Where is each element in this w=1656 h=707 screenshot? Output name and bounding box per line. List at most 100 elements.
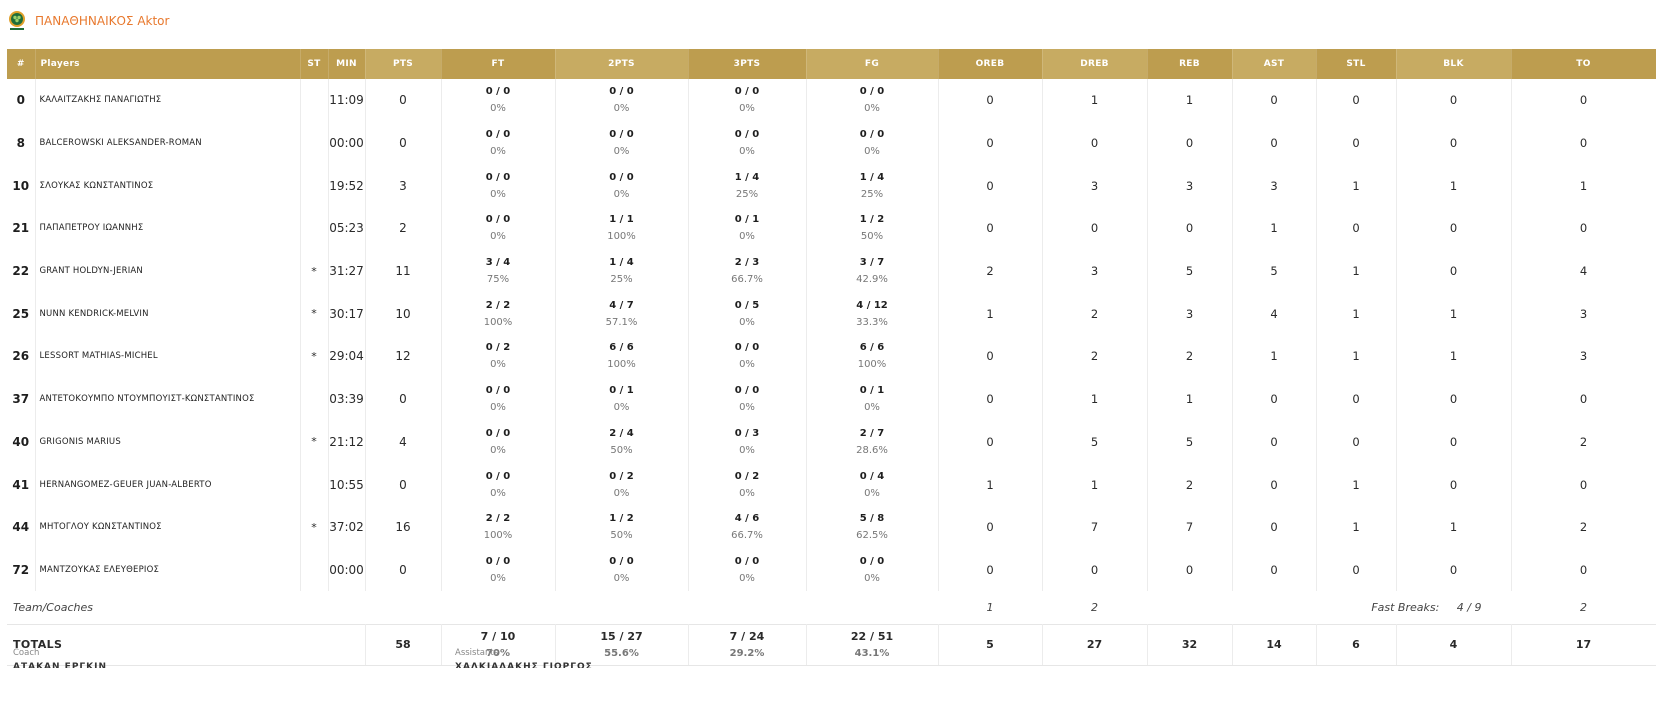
player-3pts: 0 / 0 0% [688,548,807,592]
player-stl: 1 [1316,335,1397,378]
starter-marker [300,164,329,208]
col-2pts[interactable]: 2PTS [555,49,689,79]
player-reb: 0 [1147,121,1233,165]
2pts-pct: 57.1% [605,316,638,328]
player-name[interactable]: ΑΝΤΕΤΟΚΟΥΜΠΟ ΝΤΟΥΜΠΟΥΙΣΤ-ΚΩΝΣΤΑΝΤΙΝΟΣ [35,377,301,421]
player-dreb: 1 [1042,463,1148,506]
team-name[interactable]: ΠΑΝΑΘΗΝΑΙΚΟΣ Aktor [35,14,170,28]
boxscore-table: # Players ST MIN PTS FT 2PTS 3PTS FG ORE… [7,49,1656,666]
player-name[interactable]: HERNANGOMEZ-GEUER JUAN-ALBERTO [35,463,301,506]
col-3pts[interactable]: 3PTS [688,49,807,79]
2pts-made: 0 / 0 [609,86,634,98]
player-dreb: 3 [1042,164,1148,208]
totals-3pts-made: 7 / 24 [729,629,765,643]
col-dreb[interactable]: DREB [1042,49,1148,79]
player-2pts: 0 / 2 0% [555,463,689,506]
player-number: 41 [7,463,36,506]
player-name[interactable]: BALCEROWSKI ALEKSANDER-ROMAN [35,121,301,165]
player-name[interactable]: ΠΑΠΑΠΕΤΡΟΥ ΙΩΑΝΝΗΣ [35,207,301,250]
player-dreb: 2 [1042,292,1148,336]
player-row: 0 ΚΑΛΑΙΤΖΑΚΗΣ ΠΑΝΑΓΙΩΤΗΣ 11:09 0 0 / 0 0%… [7,79,1656,122]
col-starter[interactable]: ST [300,49,329,79]
player-stl: 1 [1316,249,1397,293]
ft-made: 0 / 0 [485,171,511,183]
player-blk: 1 [1396,292,1512,336]
player-dreb: 1 [1042,79,1148,122]
col-to[interactable]: TO [1511,49,1656,79]
player-fg: 5 / 8 62.5% [806,505,939,549]
player-minutes: 37:02 [328,505,366,549]
col-oreb[interactable]: OREB [938,49,1043,79]
player-blk: 1 [1396,505,1512,549]
player-dreb: 0 [1042,548,1148,592]
totals-3pts: 7 / 24 29.2% [688,623,807,666]
player-minutes: 10:55 [328,463,366,506]
col-fg[interactable]: FG [806,49,939,79]
clover-icon [7,10,27,32]
col-ast[interactable]: AST [1232,49,1317,79]
player-ft: 3 / 4 75% [441,249,556,293]
player-to: 0 [1511,463,1656,506]
player-ft: 0 / 2 0% [441,335,556,378]
player-stl: 0 [1316,377,1397,421]
ft-made: 0 / 0 [485,385,511,397]
player-blk: 0 [1396,463,1512,506]
ft-made: 2 / 2 [485,513,511,525]
player-2pts: 1 / 2 50% [555,505,689,549]
fg-made: 1 / 2 [859,214,885,226]
player-oreb: 0 [938,505,1043,549]
player-name[interactable]: GRANT HOLDYN-JERIAN [35,249,301,293]
starter-marker [300,207,329,250]
starter-marker [300,79,329,122]
3pts-pct: 0% [739,487,755,499]
player-points: 3 [365,164,442,208]
totals-row: TOTALS 58 7 / 10 70% 15 / 27 55.6% 7 / 24 2… [7,623,1656,666]
player-name[interactable]: ΜΗΤΟΓΛΟΥ ΚΩΝΣΤΑΝΤΙΝΟΣ [35,505,301,549]
player-points: 11 [365,249,442,293]
starter-marker: * [300,420,329,464]
player-ast: 3 [1232,164,1317,208]
player-3pts: 0 / 0 0% [688,377,807,421]
fg-pct: 28.6% [856,444,888,456]
player-reb: 0 [1147,548,1233,592]
2pts-made: 1 / 4 [609,257,634,269]
player-name[interactable]: ΜΑΝΤΖΟΥΚΑΣ ΕΛΕΥΘΕΡΙΟΣ [35,548,301,592]
col-minutes[interactable]: MIN [328,49,366,79]
col-blk[interactable]: BLK [1396,49,1512,79]
player-ft: 0 / 0 0% [441,164,556,208]
player-oreb: 0 [938,79,1043,122]
player-stl: 0 [1316,207,1397,250]
player-ft: 0 / 0 0% [441,207,556,250]
player-name[interactable]: ΚΑΛΑΙΤΖΑΚΗΣ ΠΑΝΑΓΙΩΤΗΣ [35,79,301,122]
col-points[interactable]: PTS [365,49,442,79]
fg-made: 5 / 8 [859,513,885,525]
2pts-pct: 0% [613,402,630,414]
player-ast: 0 [1232,463,1317,506]
fg-pct: 0% [864,572,880,584]
col-reb[interactable]: REB [1147,49,1233,79]
player-points: 2 [365,207,442,250]
ft-made: 0 / 0 [485,86,511,98]
player-ast: 0 [1232,121,1317,165]
player-number: 44 [7,505,36,549]
totals-2pts-pct: 55.6% [604,647,639,659]
player-name[interactable]: LESSORT MATHIAS-MICHEL [35,335,301,378]
player-row: 10 ΣΛΟΥΚΑΣ ΚΩΝΣΤΑΝΤΙΝΟΣ 19:52 3 0 / 0 0% … [7,164,1656,208]
col-players[interactable]: Players [35,49,301,79]
player-points: 16 [365,505,442,549]
player-blk: 1 [1396,164,1512,208]
coach-name: ΑΤΑΚΑΝ ΕΡΓΚΙΝ [13,662,108,668]
player-name[interactable]: ΣΛΟΥΚΑΣ ΚΩΝΣΤΑΝΤΙΝΟΣ [35,164,301,208]
team-header: ΠΑΝΑΘΗΝΑΙΚΟΣ Aktor [7,9,169,33]
col-ft[interactable]: FT [441,49,556,79]
player-2pts: 4 / 7 57.1% [555,292,689,336]
ft-made: 0 / 0 [485,555,511,567]
player-2pts: 0 / 0 0% [555,164,689,208]
player-name[interactable]: GRIGONIS MARIUS [35,420,301,464]
player-name[interactable]: NUNN KENDRICK-MELVIN [35,292,301,336]
ft-made: 0 / 0 [485,129,511,141]
3pts-made: 1 / 4 [734,171,760,183]
player-points: 4 [365,420,442,464]
col-stl[interactable]: STL [1316,49,1397,79]
col-number[interactable]: # [7,49,36,79]
